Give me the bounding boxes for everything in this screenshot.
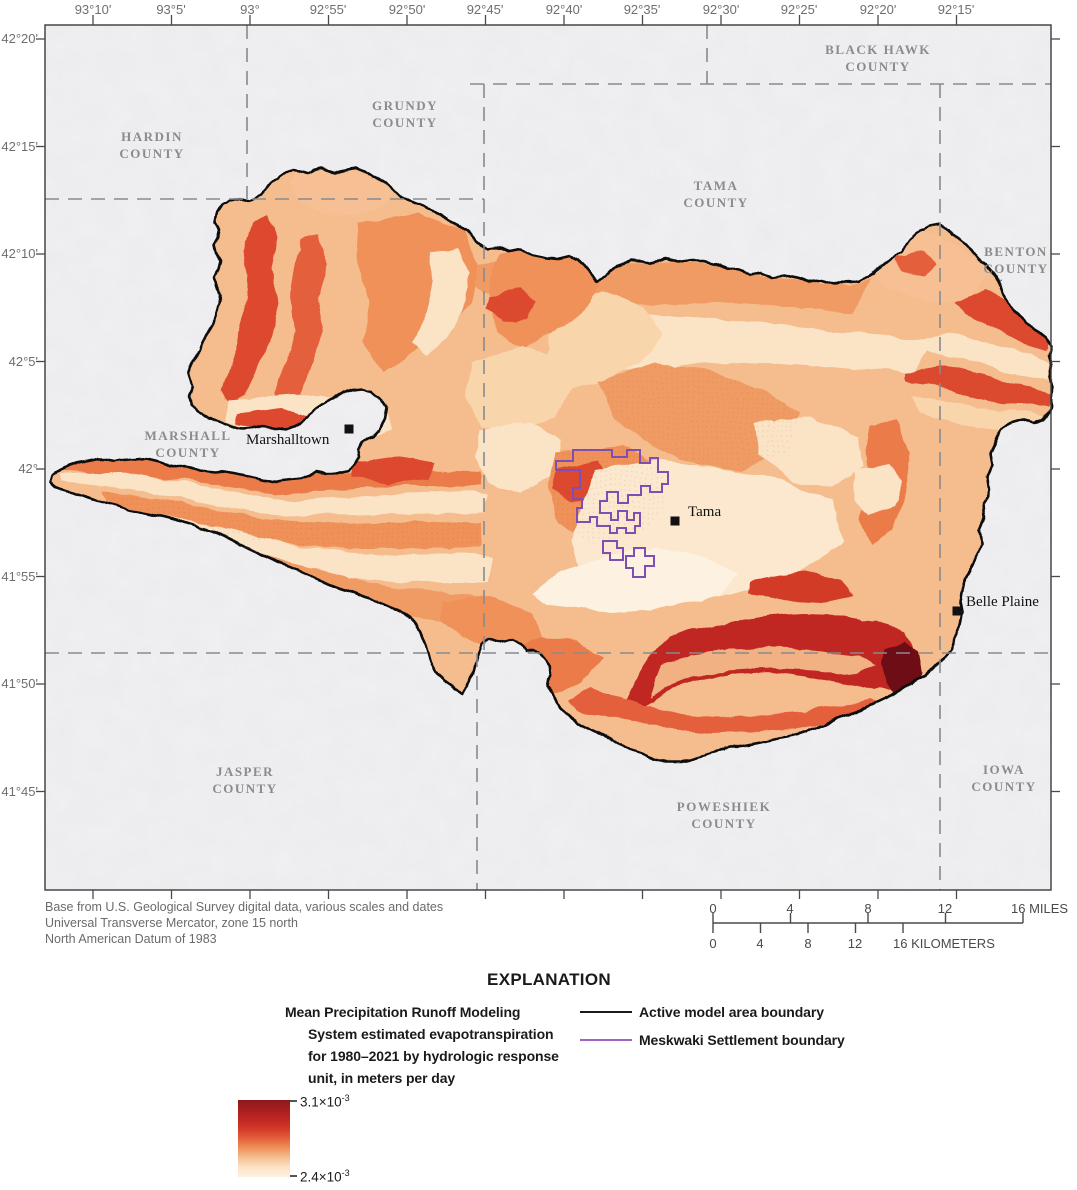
ramp-title-line: System estimated evapotranspiration xyxy=(308,1026,554,1042)
county-label-line: COUNTY xyxy=(845,59,911,74)
city-markers xyxy=(344,424,962,616)
county-label-iowa: IOWA COUNTY xyxy=(971,761,1036,795)
scalebar-km-tick-label: 0 xyxy=(709,936,717,951)
color-ramp xyxy=(238,1100,290,1177)
county-boundaries xyxy=(45,25,1051,890)
lon-label: 92°25' xyxy=(780,2,818,17)
lon-label: 92°30' xyxy=(702,2,740,17)
lon-label: 92°35' xyxy=(623,2,661,17)
lon-label: 92°40' xyxy=(545,2,583,17)
county-label-line: JASPER xyxy=(215,764,275,779)
county-label-line: HARDIN xyxy=(121,129,183,144)
ramp-max-mantissa: 3.1×10 xyxy=(300,1094,342,1110)
county-label-line: GRUNDY xyxy=(371,98,439,113)
county-label-line: COUNTY xyxy=(119,146,185,161)
county-label-marshall: MARSHALL COUNTY xyxy=(144,427,231,461)
county-label-line: TAMA xyxy=(693,178,739,193)
neatline-and-ticks xyxy=(36,15,1060,899)
lon-label: 92°20' xyxy=(859,2,897,17)
county-label-line: IOWA xyxy=(982,762,1026,777)
ramp-min-mantissa: 2.4×10 xyxy=(300,1169,342,1185)
lat-label: 41°55' xyxy=(1,569,38,584)
lat-label: 42° xyxy=(18,461,38,476)
scalebar-miles-unit-label: 16 MILES xyxy=(1011,901,1069,916)
legend-line-active-model-area xyxy=(580,1011,632,1014)
scalebar-km-unit-label: 16 KILOMETERS xyxy=(893,936,995,951)
county-label-line: COUNTY xyxy=(155,445,221,460)
city-marker-belle-plaine xyxy=(952,606,962,616)
county-label-jasper: JASPER COUNTY xyxy=(212,763,277,797)
lon-label: 93°5' xyxy=(156,2,186,17)
legend-label-active-model-area: Active model area boundary xyxy=(639,1004,824,1020)
active-model-area-boundary xyxy=(47,164,1053,762)
lon-label: 93° xyxy=(240,2,260,17)
county-label-black-hawk: BLACK HAWK COUNTY xyxy=(825,41,931,75)
attribution-line: Base from U.S. Geological Survey digital… xyxy=(45,900,444,914)
scalebar-miles-tick-label: 12 xyxy=(937,901,953,916)
ramp-title-line: unit, in meters per day xyxy=(308,1070,456,1086)
lat-label: 42°10' xyxy=(1,246,38,261)
city-label-tama: Tama xyxy=(688,504,722,520)
lat-label: 41°50' xyxy=(1,676,38,691)
latitude-ticks xyxy=(36,38,1060,793)
county-label-grundy: GRUNDY COUNTY xyxy=(372,97,438,131)
scalebar-miles-tick-label: 0 xyxy=(709,901,717,916)
ramp-tick-top xyxy=(290,1100,297,1102)
attribution-line: Universal Transverse Mercator, zone 15 n… xyxy=(45,916,298,930)
scalebar-km-tick-label: 4 xyxy=(756,936,764,951)
county-label-line: COUNTY xyxy=(691,816,757,831)
ramp-title-line: for 1980–2021 by hydrologic response xyxy=(308,1048,559,1064)
longitude-ticks xyxy=(92,15,958,899)
county-label-line: COUNTY xyxy=(983,261,1049,276)
county-label-line: COUNTY xyxy=(372,115,438,130)
scalebar xyxy=(712,913,1024,933)
attribution-line: North American Datum of 1983 xyxy=(45,932,217,946)
county-label-line: BENTON xyxy=(984,244,1048,259)
county-label-tama: TAMA COUNTY xyxy=(683,177,748,211)
legend-line-meskwaki xyxy=(580,1039,632,1041)
county-label-line: MARSHALL xyxy=(144,428,232,443)
city-label-marshalltown: Marshalltown xyxy=(246,432,330,448)
scalebar-miles-tick-label: 4 xyxy=(786,901,794,916)
lat-label: 42°20' xyxy=(1,31,38,46)
city-marker-marshalltown xyxy=(344,424,354,434)
lat-label: 41°45' xyxy=(1,784,38,799)
lat-label: 42°5' xyxy=(8,354,38,369)
ramp-label-min: 2.4×10-3 xyxy=(300,1168,350,1185)
explanation-title: EXPLANATION xyxy=(487,970,611,989)
lon-label: 92°15' xyxy=(937,2,975,17)
ramp-label-max: 3.1×10-3 xyxy=(300,1093,350,1110)
county-label-line: BLACK HAWK xyxy=(825,42,931,57)
scalebar-miles-tick-label: 8 xyxy=(864,901,872,916)
lon-label: 93°10' xyxy=(74,2,112,17)
county-label-poweshiek: POWESHIEK COUNTY xyxy=(677,798,771,832)
lon-label: 92°55' xyxy=(309,2,347,17)
meskwaki-settlement-boundary xyxy=(555,449,669,578)
county-label-hardin: HARDIN COUNTY xyxy=(119,128,184,162)
legend-label-meskwaki: Meskwaki Settlement boundary xyxy=(639,1032,845,1048)
lat-label: 42°15' xyxy=(1,139,38,154)
lon-label: 92°45' xyxy=(466,2,504,17)
scalebar-km-tick-label: 8 xyxy=(804,936,812,951)
county-label-line: POWESHIEK xyxy=(676,799,772,814)
ramp-title-line: Mean Precipitation Runoff Modeling xyxy=(285,1004,521,1020)
ramp-min-exponent: -3 xyxy=(341,1168,350,1178)
city-marker-tama xyxy=(670,516,680,526)
county-label-benton: BENTON COUNTY xyxy=(983,243,1048,277)
city-label-belle-plaine: Belle Plaine xyxy=(966,594,1039,610)
county-label-line: COUNTY xyxy=(971,779,1037,794)
county-label-line: COUNTY xyxy=(212,781,278,796)
county-label-line: COUNTY xyxy=(683,195,749,210)
ramp-tick-bottom xyxy=(290,1175,297,1177)
lon-label: 92°50' xyxy=(388,2,426,17)
scalebar-km-tick-label: 12 xyxy=(847,936,863,951)
ramp-max-exponent: -3 xyxy=(341,1093,350,1103)
